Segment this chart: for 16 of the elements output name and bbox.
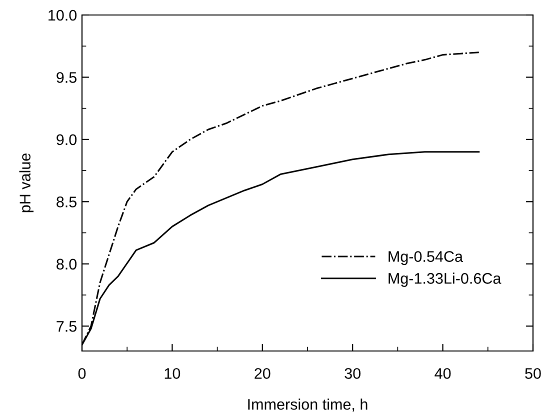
y-tick-label: 9.0 <box>56 134 77 146</box>
y-tick-label: 7.5 <box>56 321 76 332</box>
x-tick-label: 30 <box>344 368 360 379</box>
x-tick-label: 40 <box>434 368 451 379</box>
y-tick-label: 8.5 <box>56 196 76 208</box>
legend-label: Mg-0.54Ca <box>388 251 463 265</box>
legend-label: Mg-1.33Li-0.6Ca <box>388 272 502 287</box>
y-tick-label: 10.0 <box>48 10 77 21</box>
x-tick-label: 0 <box>78 368 86 379</box>
x-tick-label: 50 <box>525 368 541 379</box>
y-tick-label: 8.0 <box>56 258 77 270</box>
x-tick-label: 20 <box>254 368 270 379</box>
y-axis-title: pH value <box>19 154 34 212</box>
y-tick-label: 9.5 <box>56 72 76 83</box>
x-tick-label: 10 <box>164 368 180 379</box>
x-axis-title: Immersion time, h <box>248 398 368 412</box>
